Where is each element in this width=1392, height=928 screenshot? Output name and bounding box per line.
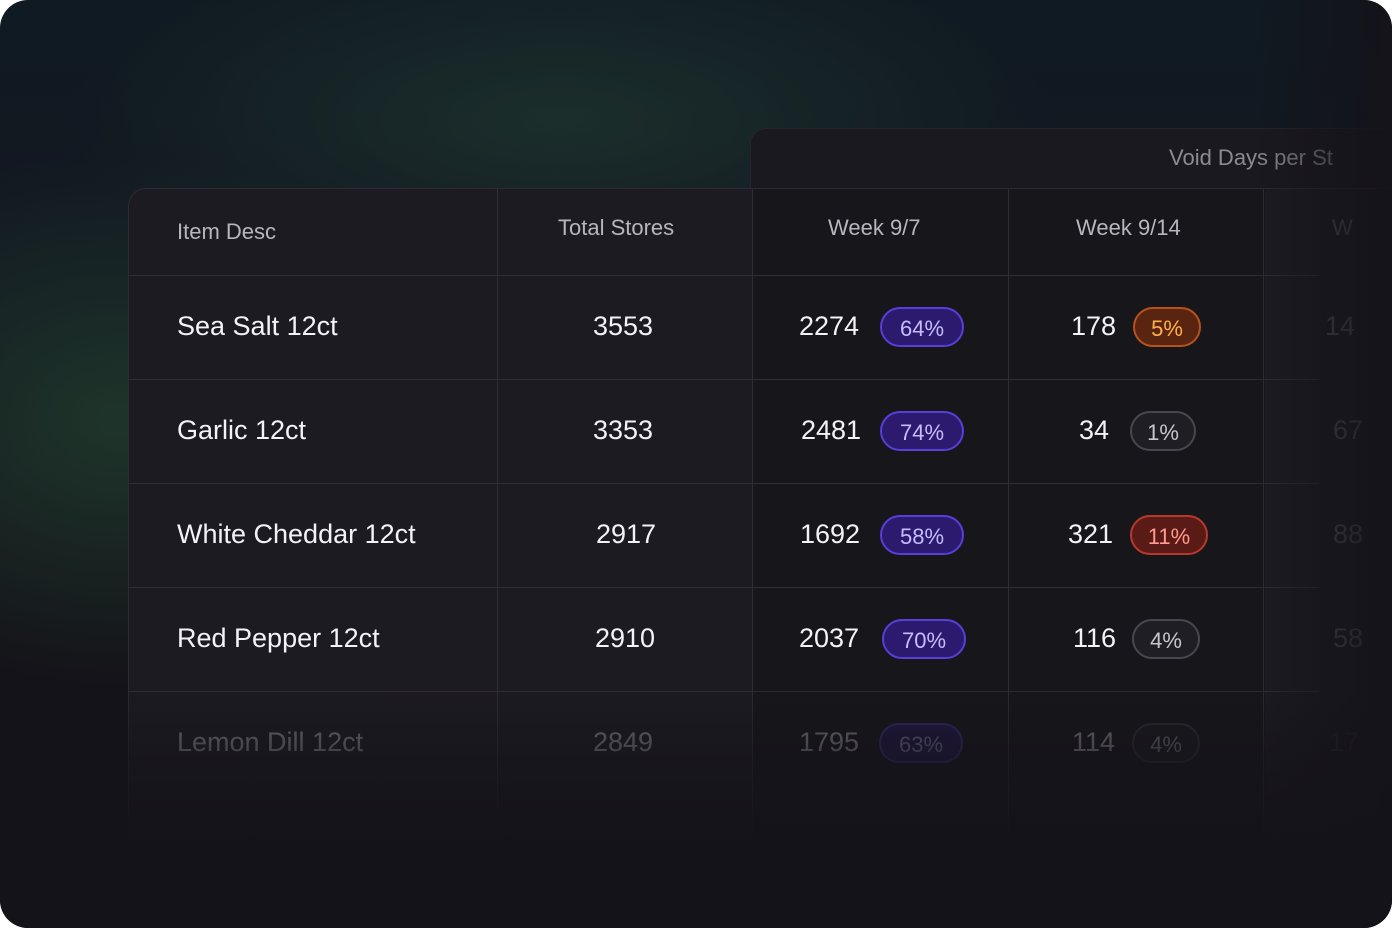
week-9-14-cell: 321 xyxy=(1068,519,1114,549)
row-divider xyxy=(129,691,1319,692)
total-stores-cell: 3553 xyxy=(593,311,654,341)
percent-badge: 1% xyxy=(1130,411,1196,451)
week-next-cell: 58 xyxy=(1333,623,1364,653)
week-next-cell: 88 xyxy=(1333,519,1364,549)
total-stores-cell: 3353 xyxy=(593,415,654,445)
week-9-7-cell: 2481 xyxy=(801,415,862,445)
column-header-total-stores[interactable]: Total Stores xyxy=(558,215,675,240)
item-desc-cell: Garlic 12ct xyxy=(177,415,307,445)
percent-badge: 4% xyxy=(1132,619,1200,659)
percent-badge: 70% xyxy=(882,619,966,659)
week-9-7-cell: 1795 xyxy=(799,727,860,757)
row-divider xyxy=(129,587,1319,588)
total-stores-cell: 2917 xyxy=(596,519,657,549)
header-divider xyxy=(129,275,1319,276)
column-header-week-9-7[interactable]: Week 9/7 xyxy=(828,215,921,240)
column-divider xyxy=(497,189,498,829)
panel-title: Void Days per St xyxy=(1169,145,1333,170)
week-9-7-cell: 1692 xyxy=(800,519,861,549)
week-9-14-cell: 114 xyxy=(1072,727,1116,757)
column-divider xyxy=(752,189,753,829)
percent-badge: 63% xyxy=(879,723,963,763)
item-desc-cell: White Cheddar 12ct xyxy=(177,519,416,549)
item-desc-cell: Red Pepper 12ct xyxy=(177,623,380,653)
week-9-14-cell: 178 xyxy=(1071,311,1117,341)
week-next-cell: 14 xyxy=(1325,311,1356,341)
column-header-week-9-14[interactable]: Week 9/14 xyxy=(1076,215,1181,240)
total-stores-cell: 2849 xyxy=(593,727,654,757)
column-divider xyxy=(1008,189,1009,829)
column-header-item-desc[interactable]: Item Desc xyxy=(177,219,277,244)
column-divider xyxy=(1263,189,1264,829)
week-9-14-cell: 34 xyxy=(1079,415,1110,445)
percent-badge: 4% xyxy=(1132,723,1200,763)
percent-badge: 58% xyxy=(880,515,964,555)
column-header-week-next[interactable]: W xyxy=(1332,215,1353,240)
week-next-cell: 17 xyxy=(1329,727,1360,757)
percent-badge: 74% xyxy=(880,411,964,451)
item-desc-cell: Sea Salt 12ct xyxy=(177,311,338,341)
item-desc-cell: Lemon Dill 12ct xyxy=(177,727,364,757)
week-9-14-cell: 116 xyxy=(1073,623,1117,653)
percent-badge: 64% xyxy=(880,307,964,347)
percent-badge: 5% xyxy=(1133,307,1201,347)
data-table: Item Desc Total Stores Week 9/7 Week 9/1… xyxy=(128,188,1392,889)
week-9-7-cell: 2274 xyxy=(799,311,860,341)
week-next-cell: 67 xyxy=(1333,415,1364,445)
total-stores-cell: 2910 xyxy=(595,623,656,653)
week-9-7-cell: 2037 xyxy=(799,623,860,653)
percent-badge: 11% xyxy=(1130,515,1208,555)
row-divider xyxy=(129,379,1319,380)
row-divider xyxy=(129,483,1319,484)
